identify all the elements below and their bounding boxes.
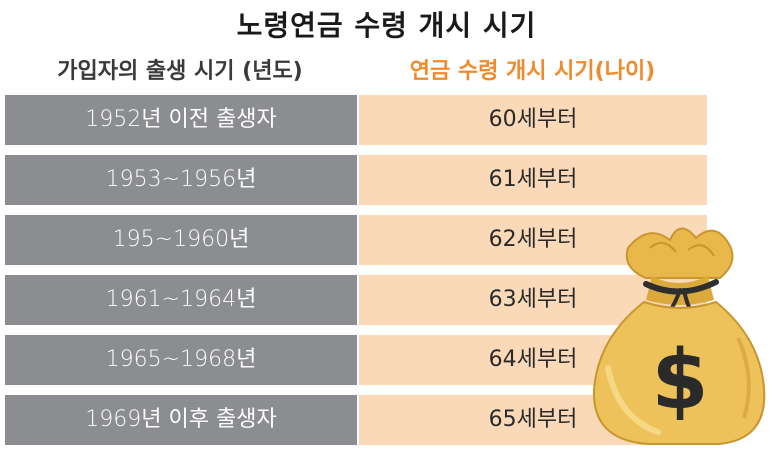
header-pension-start-age: 연금 수령 개시 시기(나이) [409, 59, 656, 84]
header-birth-period: 가입자의 출생 시기 (년도) [57, 59, 303, 84]
svg-text:$: $ [651, 333, 708, 428]
start-age-cell: 61세부터 [359, 155, 707, 205]
birth-period-cell: 1961~1964년 [5, 275, 357, 325]
start-age-cell: 60세부터 [359, 95, 707, 145]
money-bag-icon: $ [592, 227, 766, 445]
birth-period-cell: 1969년 이후 출생자 [5, 395, 357, 445]
birth-period-cell: 1965~1968년 [5, 335, 357, 385]
birth-period-cell: 1952년 이전 출생자 [5, 95, 357, 145]
birth-period-cell: 1953~1956년 [5, 155, 357, 205]
page-title: 노령연금 수령 개시 시기 [236, 9, 537, 42]
birth-period-cell: 195~1960년 [5, 215, 357, 265]
table-row: 1953~1956년 61세부터 [5, 155, 707, 205]
table-row: 1952년 이전 출생자 60세부터 [5, 95, 707, 145]
